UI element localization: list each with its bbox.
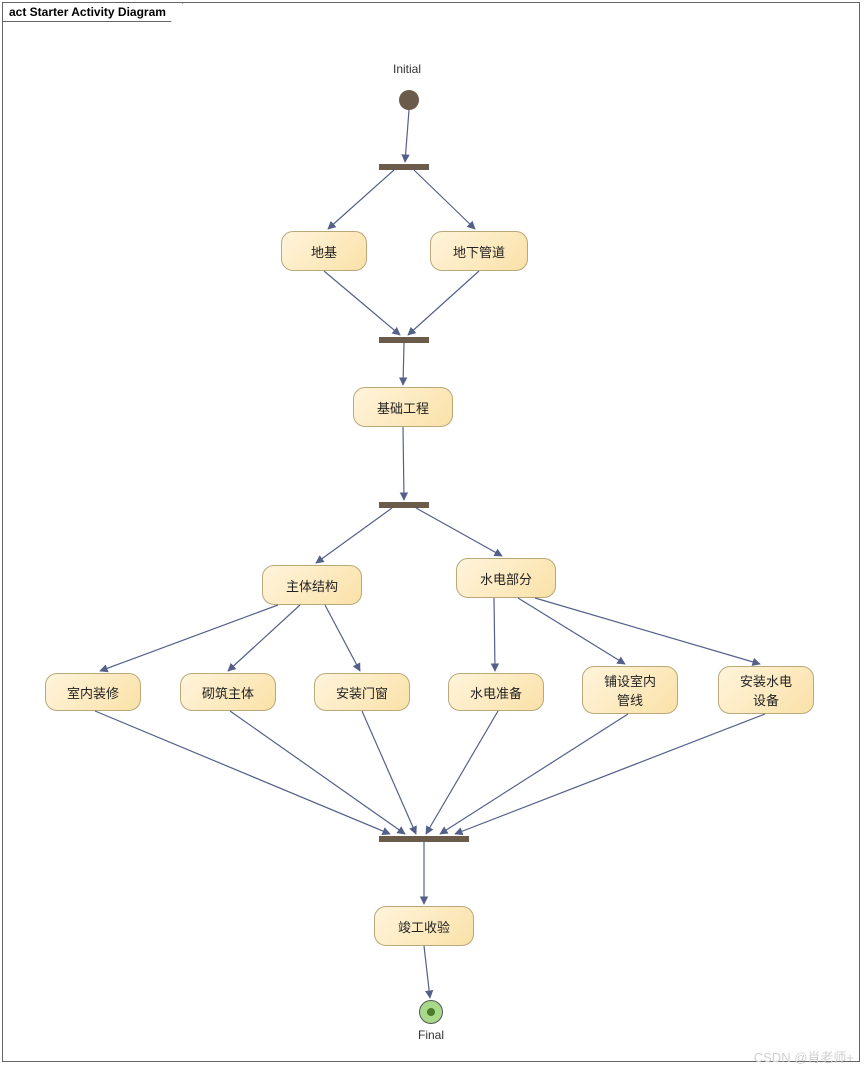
- activity-anzhuangmenchuang: 安装门窗: [314, 673, 410, 711]
- activity-anzhuangshuidianshebei: 安装水电 设备: [718, 666, 814, 714]
- activity-shineizhuangxiu: 室内装修: [45, 673, 141, 711]
- activity-pusheshineiguanxian: 铺设室内 管线: [582, 666, 678, 714]
- final-node: [419, 1000, 443, 1024]
- activity-diji: 地基: [281, 231, 367, 271]
- activity-jichugongcheng: 基础工程: [353, 387, 453, 427]
- initial-label: Initial: [393, 62, 421, 76]
- activity-dixiaguandao: 地下管道: [430, 231, 528, 271]
- initial-node: [399, 90, 419, 110]
- activity-zhutijiegou: 主体结构: [262, 565, 362, 605]
- activity-jungongshouyan: 竣工收验: [374, 906, 474, 946]
- frame-title: act Starter Activity Diagram: [9, 5, 166, 19]
- frame-title-tab: act Starter Activity Diagram: [3, 3, 183, 22]
- final-label: Final: [418, 1028, 444, 1042]
- activity-shuidianbufen: 水电部分: [456, 558, 556, 598]
- fork-bar-1: [379, 164, 429, 170]
- join-bar-1: [379, 337, 429, 343]
- activity-qizhuzhuti: 砌筑主体: [180, 673, 276, 711]
- watermark: CSDN @肖老师+: [754, 1047, 854, 1066]
- fork-bar-2: [379, 502, 429, 508]
- diagram-frame: act Starter Activity Diagram: [2, 2, 860, 1062]
- activity-shuidianzhunbei: 水电准备: [448, 673, 544, 711]
- join-bar-2: [379, 836, 469, 842]
